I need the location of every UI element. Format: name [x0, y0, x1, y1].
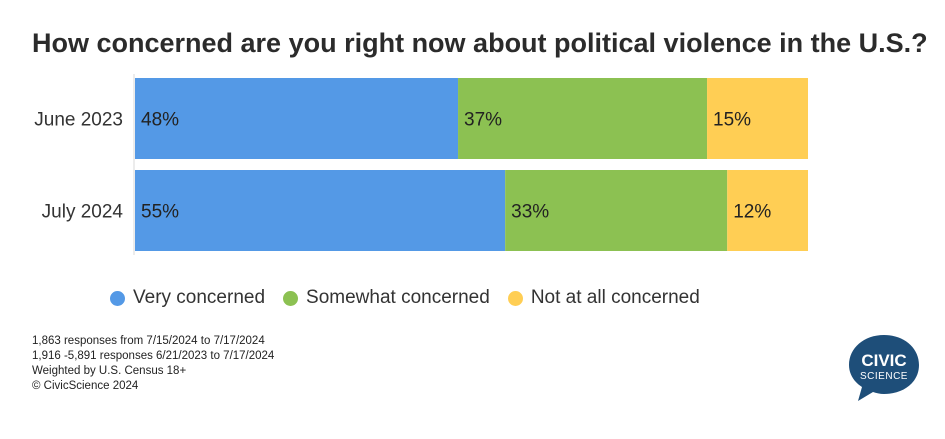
data-label-not-at-all-concerned-june-2023: 15% [713, 110, 751, 131]
footnote-line: 1,863 responses from 7/15/2024 to 7/17/2… [32, 335, 265, 347]
data-label-somewhat-concerned-july-2024: 33% [511, 202, 549, 223]
bar-segment-not-at-all-concerned-july-2024 [727, 170, 808, 251]
chart-title: How concerned are you right now about po… [32, 28, 928, 58]
logo-text-science: SCIENCE [860, 371, 908, 382]
data-label-very-concerned-june-2023: 48% [141, 110, 179, 131]
data-label-somewhat-concerned-june-2023: 37% [464, 110, 502, 131]
legend-label-very-concerned: Very concerned [133, 287, 266, 308]
bar-segment-very-concerned-july-2024 [135, 170, 506, 251]
logo-text-civic: CIVIC [861, 351, 906, 370]
civicscience-logo: CIVIC SCIENCE [849, 335, 919, 401]
bar-segment-very-concerned-june-2023 [135, 78, 459, 159]
logo-speech-bubble [849, 335, 919, 401]
legend-swatch-very-concerned [110, 290, 125, 306]
legend-label-somewhat-concerned: Somewhat concerned [306, 287, 490, 308]
bar-segment-not-at-all-concerned-june-2023 [707, 78, 808, 159]
data-label-not-at-all-concerned-july-2024: 12% [733, 202, 771, 223]
legend-label-not-at-all-concerned: Not at all concerned [530, 287, 700, 308]
legend-item-somewhat-concerned: Somewhat concerned [283, 287, 490, 309]
legend-item-not-at-all-concerned: Not at all concerned [507, 287, 700, 309]
stacked-bar-chart: June 2023 48% 37% 15% July 2024 55% 33% 12% [34, 74, 808, 255]
footnotes: 1,863 responses from 7/15/2024 to 7/17/2… [32, 334, 274, 394]
legend-swatch-not-at-all-concerned [507, 290, 523, 306]
data-label-very-concerned-july-2024: 55% [141, 202, 179, 223]
legend-swatch-somewhat-concerned [283, 290, 299, 306]
legend-item-very-concerned: Very concerned [110, 287, 265, 309]
bar-segment-somewhat-concerned-july-2024 [505, 170, 728, 251]
footnote-line: © CivicScience 2024 [32, 380, 139, 392]
bar-segment-somewhat-concerned-june-2023 [458, 78, 708, 159]
footnote-line: Weighted by U.S. Census 18+ [32, 365, 187, 377]
category-label-june-2023: June 2023 [34, 110, 123, 131]
category-label-july-2024: July 2024 [42, 202, 124, 223]
footnote-line: 1,916 -5,891 responses 6/21/2023 to 7/17… [32, 350, 275, 362]
chart-legend: Very concerned Somewhat concerned Not at… [110, 286, 708, 310]
